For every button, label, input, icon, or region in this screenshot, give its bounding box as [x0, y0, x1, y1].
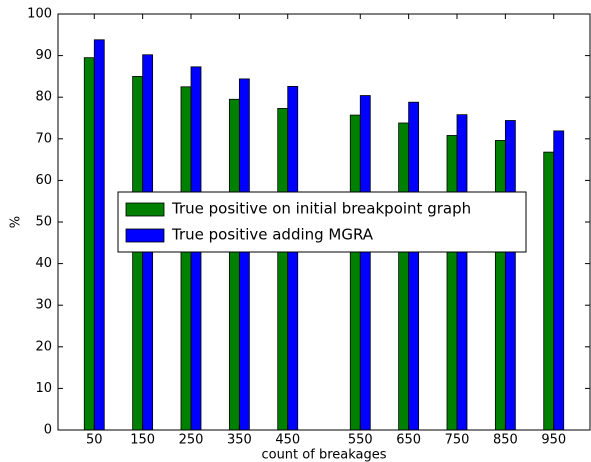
legend-label: True positive on initial breakpoint grap…	[171, 200, 471, 218]
x-tick-label: 250	[179, 433, 204, 448]
y-tick-label: 90	[35, 48, 52, 63]
bar	[228, 98, 240, 431]
bar	[543, 151, 555, 431]
x-tick-label: 950	[541, 433, 566, 448]
bar	[398, 122, 410, 431]
bar	[180, 86, 192, 431]
bar	[132, 76, 144, 431]
legend-label: True positive adding MGRA	[171, 226, 374, 244]
x-tick-label: 850	[493, 433, 518, 448]
bar	[456, 114, 468, 431]
y-axis-label: %	[9, 216, 24, 228]
bar	[93, 39, 105, 431]
legend-frame	[117, 191, 527, 253]
bar	[446, 135, 458, 431]
y-tick-label: 30	[35, 298, 52, 313]
x-tick-label: 450	[275, 433, 300, 448]
y-tick-label: 50	[35, 215, 52, 230]
x-tick-label: 350	[227, 433, 252, 448]
bar	[83, 57, 95, 431]
x-axis-label: count of breakages	[261, 448, 386, 462]
bar	[238, 78, 250, 431]
y-tick-label: 60	[35, 173, 52, 188]
bar	[408, 101, 420, 431]
bar	[553, 130, 565, 431]
y-tick-label: 0	[44, 423, 52, 438]
y-tick-label: 10	[35, 381, 52, 396]
bar	[277, 108, 289, 431]
y-tick-label: 100	[27, 7, 52, 22]
x-tick-label: 650	[396, 433, 421, 448]
y-tick-label: 70	[35, 131, 52, 146]
legend-swatch	[125, 202, 165, 217]
y-tick-label: 40	[35, 256, 52, 271]
bar	[287, 85, 299, 431]
bar	[494, 140, 506, 431]
y-tick-label: 80	[35, 90, 52, 105]
x-tick-label: 550	[348, 433, 373, 448]
y-tick-label: 20	[35, 339, 52, 354]
bar	[349, 114, 361, 431]
legend-swatch	[125, 228, 165, 243]
x-tick-label: 750	[445, 433, 470, 448]
legend: True positive on initial breakpoint grap…	[117, 191, 527, 253]
x-tick-label: 50	[86, 433, 103, 448]
bar	[359, 95, 371, 431]
bar	[504, 120, 516, 431]
x-tick-label: 150	[130, 433, 155, 448]
